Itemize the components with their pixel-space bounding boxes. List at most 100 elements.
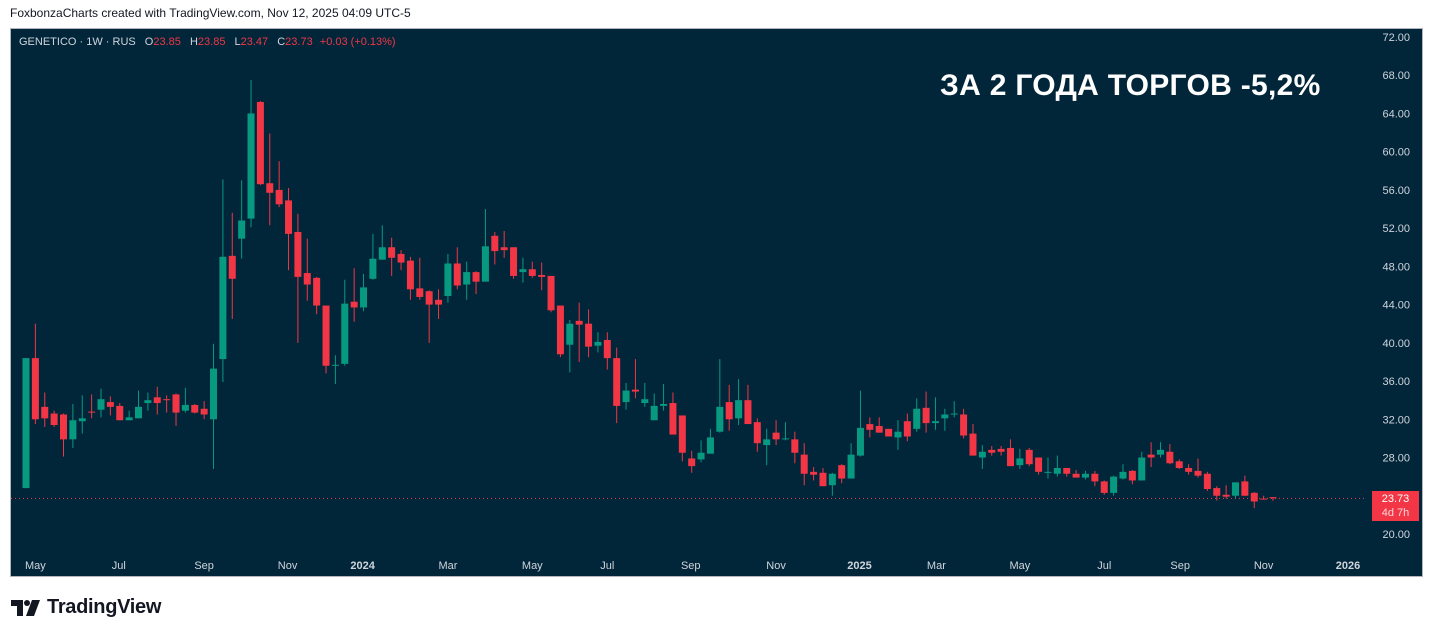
candle-body-down (688, 458, 696, 467)
tradingview-logo[interactable]: TradingView (11, 596, 161, 619)
candle-body-up (1110, 476, 1118, 493)
x-tick-label: Mar (438, 560, 457, 572)
ohlc-legend: GENETICO · 1W · RUS O23.85 H23.85 L23.47… (19, 36, 396, 48)
candle-body-down (772, 432, 780, 440)
candle-body-up (219, 256, 227, 360)
candle-body-up (135, 406, 143, 419)
y-tick-label: 20.00 (1382, 529, 1410, 541)
y-tick-label: 44.00 (1382, 300, 1410, 312)
candle-body-down (960, 414, 968, 436)
candle-body-down (303, 273, 311, 285)
candle-body-down (1213, 488, 1221, 496)
candle-body-up (444, 263, 452, 296)
candle-body-down (1175, 461, 1183, 469)
candle-body-up (706, 437, 714, 454)
candle-body-down (1185, 468, 1193, 472)
candle-body-up (69, 420, 77, 440)
candle-body-up (144, 400, 152, 404)
candle-body-down (453, 263, 461, 286)
candle-body-up (78, 418, 86, 422)
tradingview-logo-icon (11, 599, 40, 616)
x-tick-label: May (1009, 560, 1030, 572)
high-label: H (189, 36, 198, 48)
candle-body-up (331, 364, 339, 366)
candle-body-down (1166, 451, 1174, 464)
x-tick-label: Sep (1170, 560, 1190, 572)
candle-body-down (116, 405, 124, 421)
candle-body-down (603, 339, 611, 359)
candle-body-down (528, 269, 536, 276)
close-label: C (277, 36, 286, 48)
candle-body-down (31, 358, 39, 420)
candle-body-down (388, 247, 396, 258)
candle-body-up (566, 323, 574, 345)
candlestick-chart[interactable]: 20.0024.0028.0032.0036.0040.0044.0048.00… (11, 29, 1422, 576)
candle-body-up (210, 368, 218, 420)
y-tick-label: 52.00 (1382, 223, 1410, 235)
candle-body-down (669, 403, 677, 435)
candle-body-up (781, 438, 789, 440)
candle-body-down (60, 414, 68, 440)
candle-body-down (753, 422, 761, 444)
candle-body-down (435, 299, 443, 305)
candle-body-down (538, 274, 546, 277)
candle-body-down (313, 277, 321, 306)
candle-body-down (819, 472, 827, 487)
candle-body-up (125, 417, 133, 421)
tradingview-logo-text: TradingView (47, 596, 162, 618)
candle-body-down (1147, 454, 1155, 458)
candle-body-up (594, 341, 602, 346)
candle-body-down (1072, 473, 1080, 478)
low-label: L (234, 36, 241, 48)
candle-body-up (519, 269, 527, 273)
candle-body-down (1269, 497, 1277, 499)
candle-body-down (997, 448, 1005, 452)
candle-body-down (397, 253, 405, 263)
candle-body-up (950, 413, 958, 415)
candle-body-down (88, 411, 96, 413)
candle-body-down (744, 400, 752, 425)
candle-body-down (322, 305, 330, 366)
candle-body-up (650, 405, 658, 421)
open-value: 23.85 (153, 36, 181, 48)
chart-credit: FoxbonzaCharts created with TradingView.… (10, 6, 411, 20)
candle-body-up (247, 113, 255, 219)
candle-body-down (425, 291, 433, 305)
candle-body-down (1128, 470, 1136, 481)
chart-panel[interactable]: 20.0024.0028.0032.0036.0040.0044.0048.00… (10, 28, 1423, 577)
candle-body-up (378, 247, 386, 260)
candle-body-up (1232, 482, 1240, 496)
candle-body-up (463, 272, 471, 285)
candle-body-up (22, 358, 30, 489)
candle-body-up (978, 451, 986, 458)
candle-body-up (847, 454, 855, 479)
bar-countdown: 4d 7h (1381, 507, 1410, 519)
candle-body-down (547, 275, 555, 311)
candle-body-up (931, 421, 939, 424)
candle-body-down (191, 404, 199, 413)
candle-body-up (341, 303, 349, 364)
symbol-label[interactable]: GENETICO · 1W · RUS (19, 36, 136, 48)
chart-headline-annotation[interactable]: ЗА 2 ГОДА ТОРГОВ -5,2% (940, 69, 1321, 102)
candle-body-down (969, 433, 977, 456)
candle-body-down (153, 397, 161, 404)
candle-body-down (810, 471, 818, 475)
candle-body-down (922, 407, 930, 424)
candle-body-down (631, 389, 639, 392)
candle-body-down (800, 454, 808, 474)
candle-body-down (1241, 481, 1249, 496)
y-tick-label: 64.00 (1382, 108, 1410, 120)
candle-body-down (1222, 494, 1230, 497)
candle-body-up (856, 427, 864, 456)
candle-body-up (913, 408, 921, 429)
candle-body-up (369, 258, 377, 279)
x-tick-label: May (522, 560, 543, 572)
candle-body-down (285, 200, 293, 234)
candle-body-down (491, 235, 499, 252)
candle-body-down (256, 101, 264, 185)
candle-body-down (585, 323, 593, 347)
candle-body-up (894, 431, 902, 438)
candle-body-down (575, 320, 583, 325)
candle-body-down (725, 402, 733, 420)
close-value: 23.73 (285, 36, 313, 48)
